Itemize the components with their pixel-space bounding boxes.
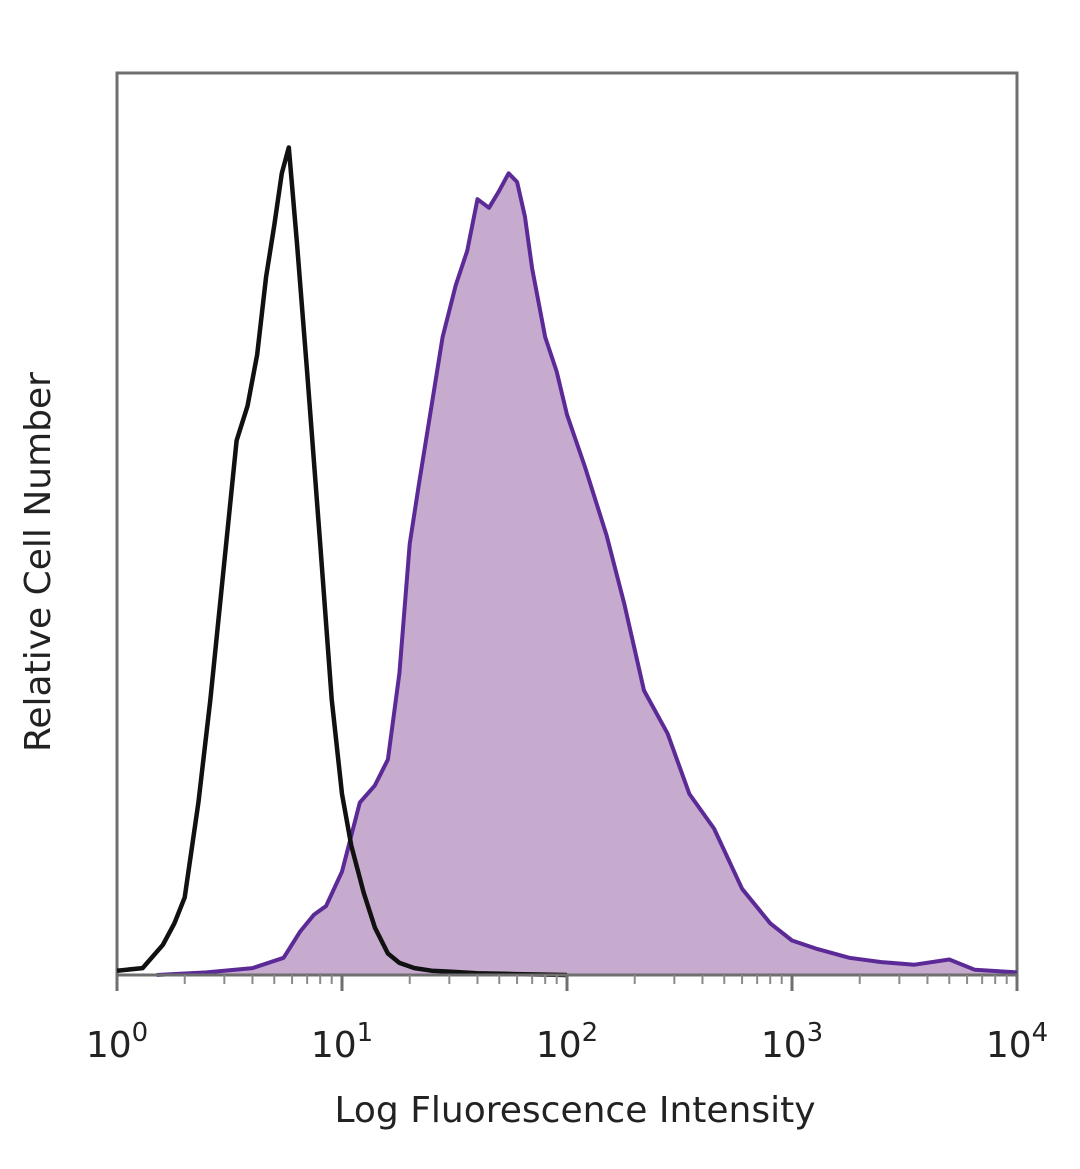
series-layer	[116, 145, 1018, 978]
series-0-line	[116, 145, 568, 978]
x-tick-exponent: 1	[357, 1018, 374, 1048]
x-tick-exponent: 2	[582, 1018, 599, 1048]
x-tick-base: 10	[986, 1025, 1032, 1066]
x-tick-label: 100	[86, 1018, 148, 1066]
x-axis-label: Log Fluorescence Intensity	[334, 1090, 815, 1131]
series-1-area	[156, 173, 1018, 976]
x-tick-exponent: 0	[132, 1018, 149, 1048]
x-tick-base: 10	[536, 1025, 582, 1066]
x-tick-base: 10	[761, 1025, 807, 1066]
x-tick-exponent: 4	[1032, 1018, 1049, 1048]
x-tick-exponent: 3	[807, 1018, 824, 1048]
x-tick-label: 102	[536, 1018, 598, 1066]
x-tick-label: 101	[311, 1018, 373, 1066]
ticks-layer: 100 101 102 103 104	[86, 975, 1048, 1066]
x-tick-base: 10	[311, 1025, 357, 1066]
x-tick-label: 103	[761, 1018, 823, 1066]
y-axis-label: Relative Cell Number	[18, 372, 59, 752]
series-1-line	[156, 171, 1018, 977]
x-tick-label: 104	[986, 1018, 1048, 1066]
x-tick-base: 10	[86, 1025, 132, 1066]
